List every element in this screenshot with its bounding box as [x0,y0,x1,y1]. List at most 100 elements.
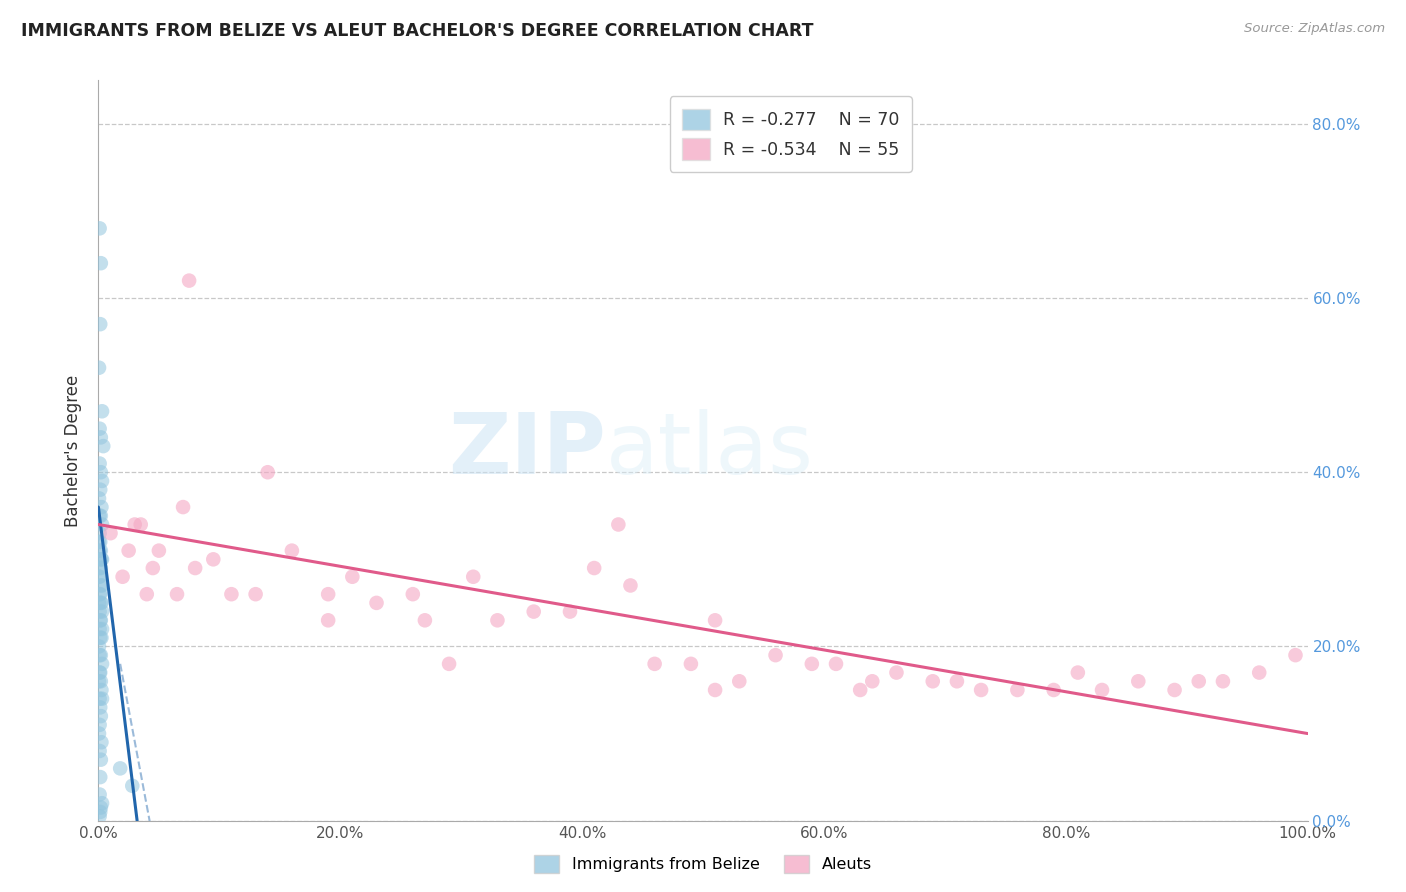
Point [89,543,111,558]
Point [179,274,201,288]
Point [89,483,111,497]
Point [90,709,112,723]
Point [90,552,112,566]
Point [89,700,111,714]
Point [90,543,112,558]
Y-axis label: Bachelor's Degree: Bachelor's Degree [65,375,83,526]
Point [91,657,114,671]
Point [245,587,267,601]
Point [87,491,110,506]
Point [463,570,485,584]
Text: Source: ZipAtlas.com: Source: ZipAtlas.com [1244,22,1385,36]
Point [89,648,111,662]
Point [89,809,111,823]
Point [413,613,436,627]
Point [886,665,908,680]
Point [91,605,114,619]
Point [87,596,110,610]
Point [91,474,114,488]
Point [89,691,111,706]
Point [342,570,364,584]
Point [148,543,170,558]
Point [860,674,883,689]
Point [90,500,112,514]
Point [316,613,339,627]
Point [90,508,112,523]
Point [90,674,112,689]
Point [89,221,111,235]
Point [89,587,111,601]
Point [946,674,969,689]
Point [118,543,141,558]
Point [90,683,112,698]
Point [135,587,157,601]
Point [849,683,872,698]
Point [89,622,111,636]
Point [166,587,188,601]
Point [87,640,110,654]
Point [90,753,112,767]
Point [1067,665,1090,680]
Point [921,674,943,689]
Point [402,587,425,601]
Point [124,517,146,532]
Point [89,552,111,566]
Text: atlas: atlas [606,409,814,492]
Point [89,631,111,645]
Point [316,587,339,601]
Point [91,439,114,453]
Point [1284,648,1306,662]
Point [89,587,111,601]
Point [91,691,114,706]
Point [129,517,152,532]
Point [1188,674,1211,689]
Point [111,570,134,584]
Point [1249,665,1271,680]
Point [1091,683,1114,698]
Point [87,535,110,549]
Point [90,430,112,444]
Point [437,657,460,671]
Point [90,613,112,627]
Point [1163,683,1185,698]
Point [89,718,111,732]
Point [87,570,110,584]
Point [89,535,111,549]
Point [1212,674,1234,689]
Point [558,605,581,619]
Point [523,605,546,619]
Point [89,613,111,627]
Point [1042,683,1064,698]
Point [89,770,111,784]
Point [583,561,606,575]
Point [91,404,114,418]
Point [172,500,194,514]
Point [90,596,112,610]
Point [121,779,143,793]
Point [281,543,304,558]
Point [91,796,114,810]
Point [89,788,111,802]
Point [366,596,388,610]
Point [90,735,112,749]
Point [90,800,112,814]
Point [89,570,111,584]
Point [970,683,993,698]
Point [221,587,243,601]
Point [679,657,702,671]
Legend: R = -0.277    N = 70, R = -0.534    N = 55: R = -0.277 N = 70, R = -0.534 N = 55 [669,96,912,172]
Point [89,508,111,523]
Point [87,674,110,689]
Point [90,578,112,592]
Point [89,457,111,471]
Point [91,517,114,532]
Point [256,465,278,479]
Point [91,622,114,636]
Point [89,805,111,819]
Point [89,744,111,758]
Point [89,422,111,436]
Point [825,657,848,671]
Point [142,561,165,575]
Point [619,578,641,592]
Point [89,665,111,680]
